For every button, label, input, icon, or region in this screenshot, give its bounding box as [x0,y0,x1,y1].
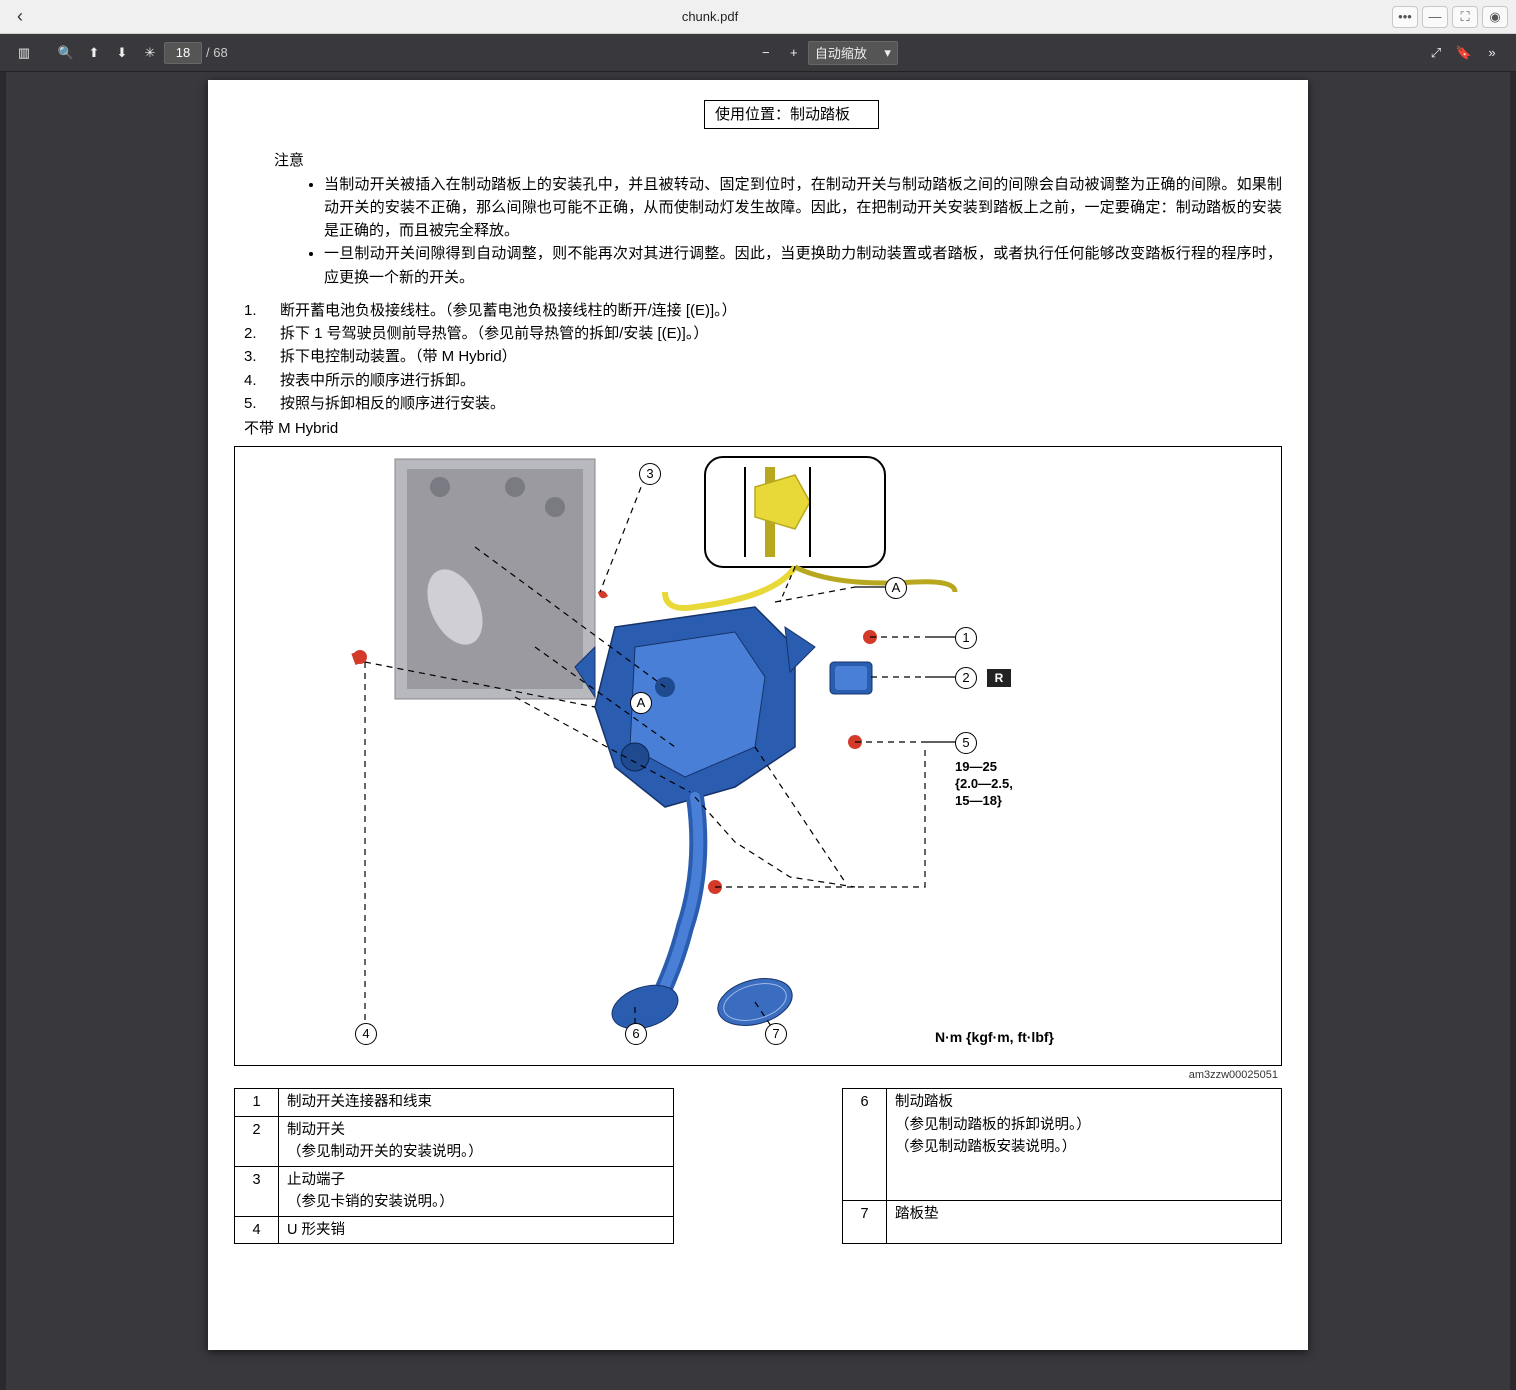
step-num: 2. [244,322,280,345]
search-icon[interactable]: 🔍 [52,39,80,67]
part-num: 4 [235,1216,279,1243]
pedal-arm [606,797,797,1037]
pdf-viewport[interactable]: 使用位置：制动踏板 注意 当制动开关被插入在制动踏板上的安装孔中，并且被转动、固… [0,72,1516,1390]
window-title: chunk.pdf [32,9,1388,24]
window-minimize-button[interactable]: — [1422,6,1448,28]
part-desc: 止动端子 （参见卡销的安装说明。） [279,1166,674,1216]
zoom-in-button[interactable]: + [780,39,808,67]
step-text: 按照与拆卸相反的顺序进行安装。 [280,392,505,415]
figure-id: am3zzw00025051 [1189,1067,1278,1084]
zoom-out-button[interactable]: − [752,39,780,67]
step-text: 断开蓄电池负极接线柱。（参见蓄电池负极接线柱的断开/连接 [(E)]。） [280,299,737,322]
pdf-page: 使用位置：制动踏板 注意 当制动开关被插入在制动踏板上的安装孔中，并且被转动、固… [208,80,1308,1350]
loading-icon: ✳ [136,39,164,67]
window-more-button[interactable]: ••• [1392,6,1418,28]
note-heading: 注意 [274,149,1282,172]
variant-heading: 不带 M Hybrid [244,417,1282,440]
part-desc: 制动开关 （参见制动开关的安装说明。） [279,1116,674,1166]
back-button[interactable]: ‹ [8,6,32,27]
chevron-down-icon: ▾ [884,45,891,61]
page-number-input[interactable] [164,42,202,64]
part-desc: U 形夹销 [279,1216,674,1243]
part-desc: 制动开关连接器和线束 [279,1089,674,1116]
steps-list: 1.断开蓄电池负极接线柱。（参见蓄电池负极接线柱的断开/连接 [(E)]。） 2… [244,299,1282,415]
step-num: 1. [244,299,280,322]
exploded-diagram: 3 A 1 2 R 5 A 4 6 7 19—25 {2.0—2.5, 15—1… [234,446,1282,1066]
diagram-svg [235,447,1282,1066]
unit-note: N·m {kgf·m, ft·lbf} [935,1027,1054,1049]
torque-spec: 19—25 {2.0—2.5, 15—18} [955,759,1013,810]
r-badge: R [987,669,1011,687]
page-total: / 68 [206,45,228,60]
zoom-select[interactable]: 自动缩放 ▾ [808,41,898,65]
parts-table-left: 1 制动开关连接器和线束 2 制动开关 （参见制动开关的安装说明。） 3 止动端… [234,1088,674,1244]
tools-more-icon[interactable]: » [1478,39,1506,67]
window-maximize-button[interactable]: ⛶ [1452,6,1478,28]
part-desc: 制动踏板 （参见制动踏板的拆卸说明。） （参见制动踏板安装说明。） [887,1089,1282,1201]
window-record-button[interactable]: ◉ [1482,6,1508,28]
pedal-bracket [575,607,815,807]
step-text: 拆下电控制动装置。（带 M Hybrid） [280,345,517,368]
presentation-icon[interactable]: ⤢ [1422,39,1450,67]
scrollbar-left-edge [0,72,6,1390]
scrollbar-right-edge[interactable] [1510,72,1516,1390]
sidebar-toggle-icon[interactable]: ▥ [10,39,38,67]
part-num: 7 [843,1201,887,1244]
part-num: 2 [235,1116,279,1166]
part-num: 3 [235,1166,279,1216]
part-num: 6 [843,1089,887,1201]
page-up-icon[interactable]: ⬆ [80,39,108,67]
part-num: 1 [235,1089,279,1116]
part-desc: 踏板垫 [887,1201,1282,1244]
note-list: 当制动开关被插入在制动踏板上的安装孔中，并且被转动、固定到位时，在制动开关与制动… [306,173,1282,289]
page-down-icon[interactable]: ⬇ [108,39,136,67]
step-num: 4. [244,369,280,392]
note-item: 当制动开关被插入在制动踏板上的安装孔中，并且被转动、固定到位时，在制动开关与制动… [324,173,1282,243]
window-titlebar: ‹ chunk.pdf ••• — ⛶ ◉ [0,0,1516,34]
step-num: 3. [244,345,280,368]
brake-switch [830,662,872,694]
step-text: 按表中所示的顺序进行拆卸。 [280,369,475,392]
parts-table-right: 6 制动踏板 （参见制动踏板的拆卸说明。） （参见制动踏板安装说明。） 7 踏板… [842,1088,1282,1244]
usage-box: 使用位置：制动踏板 [704,100,879,129]
bookmark-icon[interactable]: 🔖 [1450,39,1478,67]
zoom-label: 自动缩放 [815,43,867,62]
step-num: 5. [244,392,280,415]
note-item: 一旦制动开关间隙得到自动调整，则不能再次对其进行调整。因此，当更换助力制动装置或… [324,242,1282,289]
pdf-toolbar: ▥ 🔍 ⬆ ⬇ ✳ / 68 − + 自动缩放 ▾ ⤢ 🔖 » [0,34,1516,72]
step-text: 拆下 1 号驾驶员侧前导热管。（参见前导热管的拆卸/安装 [(E)]。） [280,322,708,345]
parts-tables: 1 制动开关连接器和线束 2 制动开关 （参见制动开关的安装说明。） 3 止动端… [234,1088,1282,1244]
